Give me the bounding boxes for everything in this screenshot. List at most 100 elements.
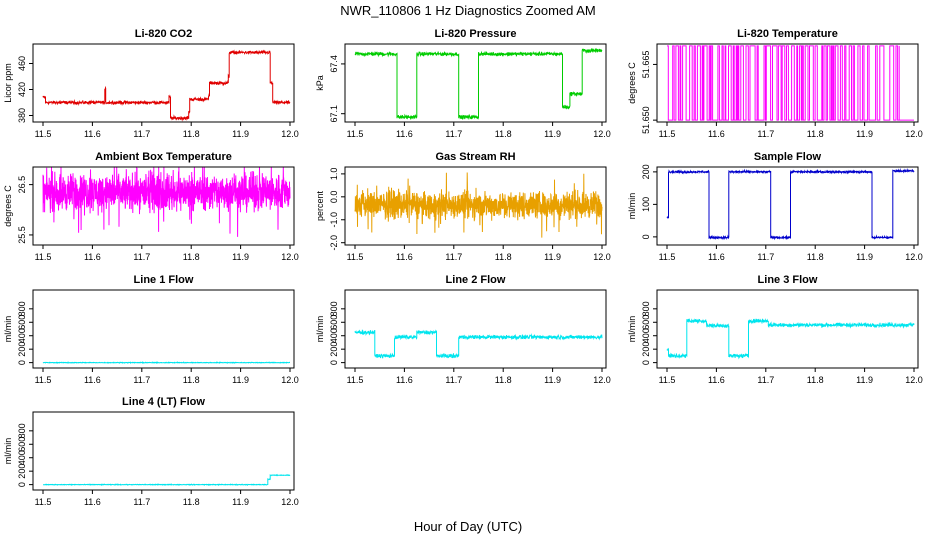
panel-sample-flow: Sample Flow ml/min 11.5 11.6 11.7 11.8 11.9 12.… bbox=[627, 151, 923, 262]
x-tick-label: 11.7 bbox=[133, 252, 150, 262]
x-tick-label: 11.6 bbox=[396, 252, 413, 262]
y-tick-label: 800 bbox=[329, 301, 339, 316]
y-tick-label: 400 bbox=[17, 450, 27, 465]
series-line bbox=[43, 473, 291, 487]
series-line bbox=[354, 47, 603, 120]
panel-title: Line 3 Flow bbox=[758, 274, 818, 286]
x-tick-label: 11.6 bbox=[84, 129, 101, 139]
y-tick-label: 800 bbox=[17, 301, 27, 316]
x-tick-label: 12.0 bbox=[905, 252, 923, 262]
x-tick-label: 11.7 bbox=[757, 129, 774, 139]
y-tick-label: 600 bbox=[17, 315, 27, 330]
figure-title: NWR_110806 1 Hz Diagnostics Zoomed AM bbox=[340, 3, 596, 18]
x-tick-label: 11.6 bbox=[396, 129, 413, 139]
x-tick-label: 12.0 bbox=[593, 252, 611, 262]
panel-ambient-box-temperature: Ambient Box Temperature degrees C 11.5 11.6… bbox=[3, 151, 299, 262]
y-tick-label: 0 bbox=[641, 360, 651, 365]
x-tick-label: 11.6 bbox=[84, 252, 101, 262]
x-tick-label: 11.6 bbox=[84, 497, 101, 507]
y-tick-label: 67.4 bbox=[329, 55, 339, 73]
panel-li-820-co2: Li-820 CO2 Licor ppm 11.5 11.6 11.7 11.8 11.9 1… bbox=[3, 28, 299, 139]
series-line bbox=[42, 166, 291, 237]
y-axis-label: percent bbox=[315, 190, 325, 221]
series-line bbox=[354, 172, 603, 238]
x-tick-label: 12.0 bbox=[281, 497, 299, 507]
x-tick-label: 11.8 bbox=[495, 129, 512, 139]
y-tick-label: 67.1 bbox=[329, 105, 339, 123]
x-tick-label: 11.5 bbox=[659, 375, 676, 385]
y-tick-label: 800 bbox=[17, 423, 27, 438]
y-tick-label: -1.0 bbox=[329, 212, 339, 228]
x-tick-label: 11.7 bbox=[133, 375, 150, 385]
series-line bbox=[354, 329, 603, 359]
panel-line-2-flow: Line 2 Flow ml/min 11.5 11.6 11.7 11.8 11.9 12.… bbox=[315, 274, 611, 385]
y-tick-label: 0 bbox=[17, 482, 27, 487]
y-tick-label: 0 bbox=[17, 360, 27, 365]
panel-title: Line 2 Flow bbox=[446, 274, 506, 286]
x-tick-label: 11.9 bbox=[544, 252, 561, 262]
y-tick-label: 25.5 bbox=[17, 226, 27, 244]
x-tick-label: 11.7 bbox=[757, 375, 774, 385]
y-tick-label: 200 bbox=[17, 342, 27, 357]
plot-frame bbox=[656, 166, 919, 246]
y-tick-label: 380 bbox=[17, 108, 27, 123]
y-tick-label: 800 bbox=[641, 301, 651, 316]
y-tick-label: 600 bbox=[329, 315, 339, 330]
y-axis-label: kPa bbox=[315, 75, 325, 91]
y-tick-label: 0 bbox=[329, 360, 339, 365]
y-tick-label: 26.5 bbox=[17, 176, 27, 194]
y-tick-label: 0 bbox=[641, 234, 651, 239]
x-tick-label: 11.6 bbox=[396, 375, 413, 385]
y-axis-label: degrees C bbox=[3, 185, 13, 227]
y-tick-label: 600 bbox=[641, 315, 651, 330]
plot-frame bbox=[656, 43, 919, 123]
x-tick-label: 11.7 bbox=[757, 252, 774, 262]
x-tick-label: 11.9 bbox=[856, 252, 873, 262]
x-tick-label: 12.0 bbox=[593, 375, 611, 385]
x-tick-label: 11.5 bbox=[659, 252, 676, 262]
x-tick-label: 11.9 bbox=[232, 375, 249, 385]
y-axis-label: degrees C bbox=[627, 62, 637, 104]
y-tick-label: 51.650 bbox=[641, 106, 651, 134]
x-tick-label: 11.6 bbox=[84, 375, 101, 385]
x-tick-label: 11.9 bbox=[544, 375, 561, 385]
y-tick-label: 200 bbox=[329, 342, 339, 357]
plot-frame bbox=[32, 43, 295, 123]
y-axis-label: ml/min bbox=[315, 316, 325, 343]
x-tick-label: 11.7 bbox=[133, 129, 150, 139]
x-tick-label: 11.5 bbox=[35, 129, 52, 139]
x-tick-label: 11.5 bbox=[347, 129, 364, 139]
panel-title: Line 1 Flow bbox=[134, 274, 194, 286]
x-tick-label: 11.9 bbox=[856, 129, 873, 139]
y-tick-label: 200 bbox=[641, 342, 651, 357]
x-tick-label: 11.7 bbox=[445, 252, 462, 262]
y-tick-label: 600 bbox=[17, 437, 27, 452]
y-tick-label: 200 bbox=[17, 464, 27, 479]
x-tick-label: 12.0 bbox=[905, 375, 923, 385]
x-tick-label: 12.0 bbox=[281, 252, 299, 262]
x-tick-label: 11.7 bbox=[445, 375, 462, 385]
plot-frame bbox=[344, 43, 607, 123]
x-tick-label: 11.9 bbox=[232, 129, 249, 139]
plot-frame bbox=[344, 166, 607, 246]
y-tick-label: 400 bbox=[17, 328, 27, 343]
panel-title: Li-820 Temperature bbox=[737, 28, 838, 40]
x-tick-label: 11.9 bbox=[856, 375, 873, 385]
x-tick-label: 12.0 bbox=[593, 129, 611, 139]
plot-frame bbox=[32, 289, 295, 369]
x-tick-label: 11.5 bbox=[347, 252, 364, 262]
y-axis-label: Licor ppm bbox=[3, 63, 13, 103]
panel-title: Gas Stream RH bbox=[435, 151, 515, 163]
panel-li-820-temperature: Li-820 Temperature degrees C 11.5 11.6 11.7 1… bbox=[627, 28, 923, 139]
y-axis-label: ml/min bbox=[3, 438, 13, 465]
x-tick-label: 11.6 bbox=[708, 129, 725, 139]
y-axis-label: ml/min bbox=[627, 193, 637, 220]
plot-frame bbox=[656, 289, 919, 369]
y-tick-label: 51.665 bbox=[641, 51, 651, 79]
series-line bbox=[42, 49, 291, 122]
panel-line-3-flow: Line 3 Flow ml/min 11.5 11.6 11.7 11.8 11.9 12.… bbox=[627, 274, 923, 385]
panel-title: Sample Flow bbox=[754, 151, 822, 163]
x-tick-label: 11.5 bbox=[659, 129, 676, 139]
panel-title: Line 4 (LT) Flow bbox=[122, 396, 205, 408]
